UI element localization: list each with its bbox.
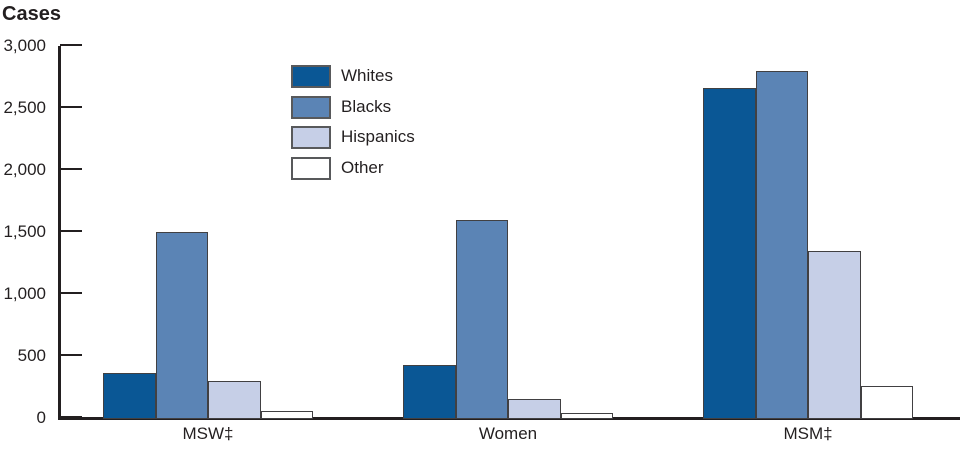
y-axis-title: Cases (2, 3, 61, 25)
bar-whites-1 (103, 373, 156, 419)
legend-swatch-icon (291, 156, 331, 180)
y-tick-label: 1,500 (3, 222, 46, 241)
y-tick (60, 416, 82, 418)
bar-whites-3 (703, 88, 756, 419)
legend-swatch-icon (291, 65, 331, 88)
y-tick-label: 2,000 (3, 160, 46, 179)
legend-swatch-icon (291, 126, 331, 149)
y-tick (60, 230, 82, 232)
y-tick (60, 354, 82, 356)
legend-label: Blacks (341, 96, 392, 116)
y-tick (60, 292, 82, 294)
legend-label: Other (341, 157, 384, 177)
bar-whites-2 (403, 365, 456, 419)
category-label: MSW‡ (182, 424, 234, 443)
y-tick (60, 168, 82, 170)
bar-hispanics-1 (208, 380, 261, 419)
bar-blacks-2 (455, 219, 508, 419)
y-tick (60, 44, 82, 46)
bar-other-3 (860, 386, 913, 419)
y-tick (60, 106, 82, 108)
bar-blacks-1 (155, 232, 208, 419)
y-tick-label: 2,500 (3, 98, 46, 117)
bar-hispanics-2 (508, 399, 561, 419)
y-tick-label: 0 (36, 408, 46, 427)
bar-hispanics-3 (808, 250, 861, 419)
y-tick-label: 3,000 (3, 36, 46, 55)
bar-other-1 (260, 411, 313, 419)
y-axis (58, 46, 61, 419)
legend-label: Whites (341, 66, 393, 85)
category-label: Women (478, 424, 538, 443)
bar-other-2 (560, 413, 613, 419)
category-label: MSM‡ (783, 424, 833, 443)
y-tick-label: 500 (17, 346, 46, 365)
y-tick-label: 1,000 (3, 284, 46, 303)
legend-swatch-icon (291, 95, 331, 119)
legend-label: Hispanics (341, 127, 415, 146)
bar-blacks-3 (755, 70, 808, 419)
